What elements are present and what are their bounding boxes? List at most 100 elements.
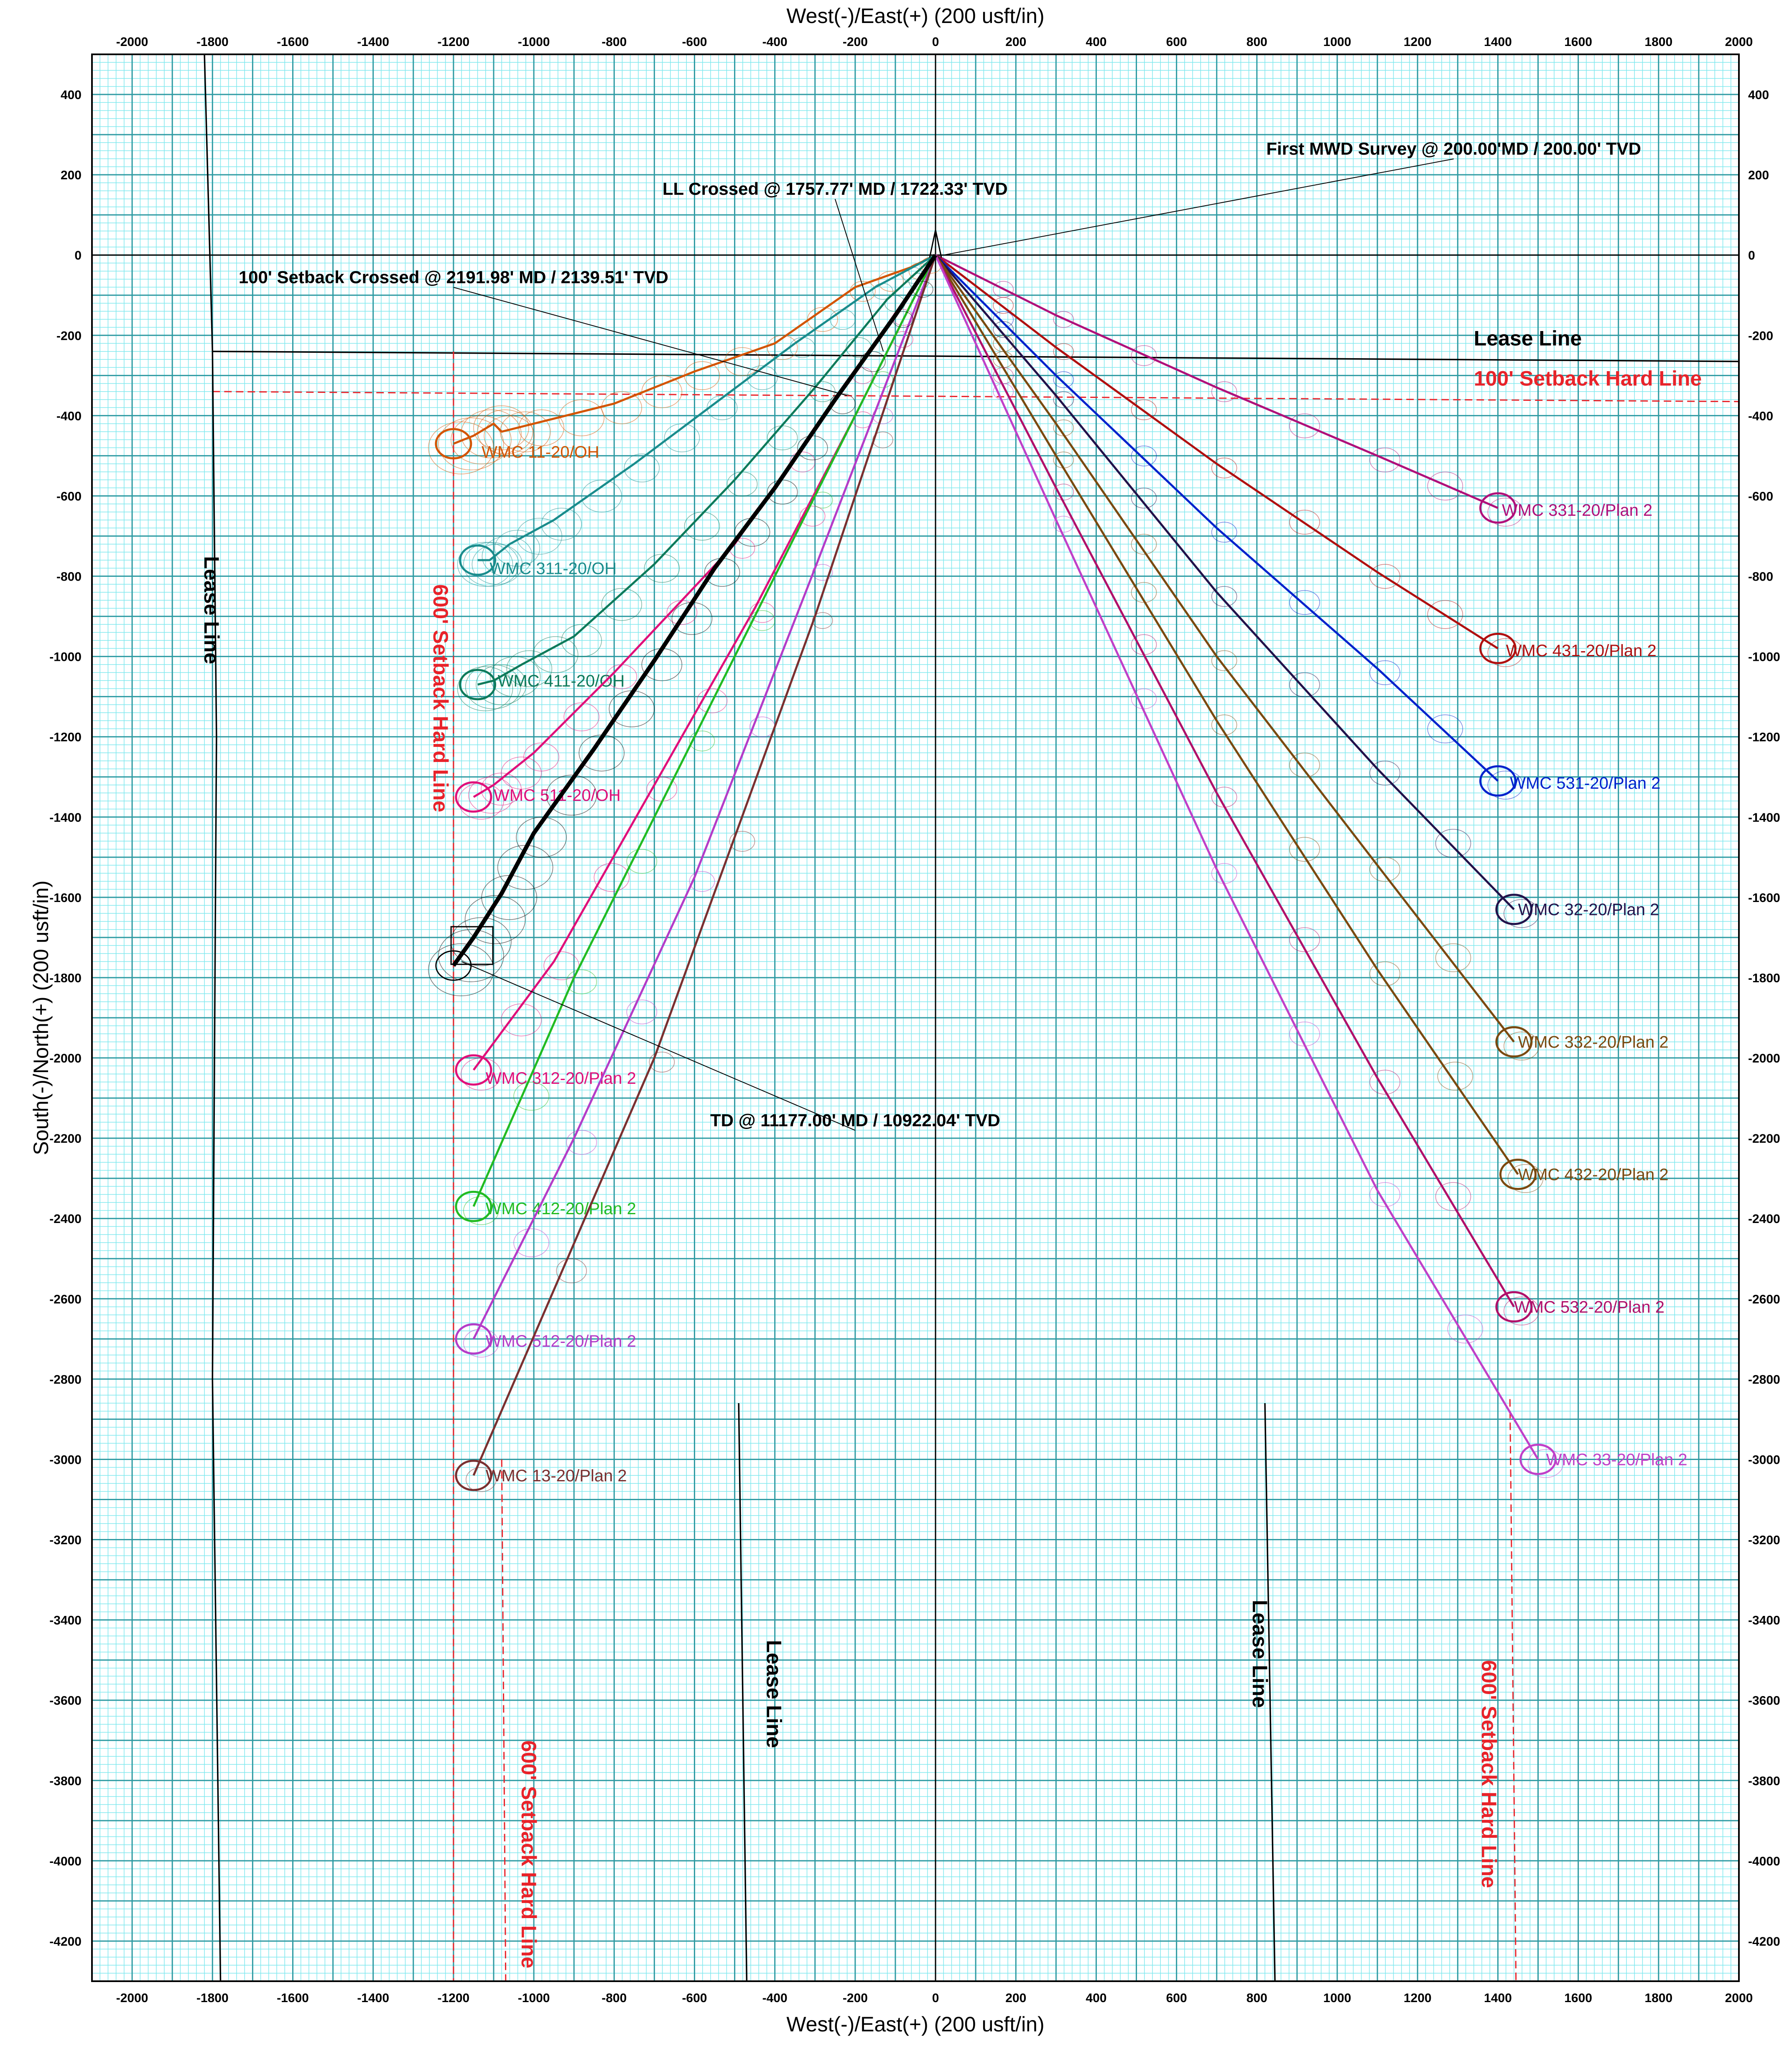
uncertainty-ellipse xyxy=(601,391,642,424)
uncertainty-ellipse xyxy=(463,1196,499,1225)
x-tick-label-top: -1200 xyxy=(438,35,470,49)
uncertainty-ellipse xyxy=(1053,311,1074,328)
uncertainty-ellipse xyxy=(704,558,740,587)
y-tick-label-left: -1000 xyxy=(49,650,82,664)
reference-lines: Lease Line 100' Setback Hard Line Lease Li… xyxy=(200,54,1739,1982)
x-tick-label-top: 0 xyxy=(932,35,939,49)
uncertainty-ellipse xyxy=(689,730,715,752)
uncertainty-ellipse xyxy=(1053,451,1074,469)
x-tick-label-top: -1600 xyxy=(277,35,309,49)
x-tick-label-top: -2000 xyxy=(116,35,148,49)
y-tick-label-right: -200 xyxy=(1748,329,1773,343)
uncertainty-ellipse xyxy=(468,777,514,814)
end-of-well-ellipse xyxy=(435,428,472,460)
y-tick-label-right: -3600 xyxy=(1748,1694,1780,1708)
uncertainty-ellipse xyxy=(644,554,680,583)
uncertainty-ellipse xyxy=(1131,688,1157,709)
uncertainty-ellipse xyxy=(789,451,816,472)
uncertainty-ellipse xyxy=(1487,497,1524,527)
y-tick-label-left: -1600 xyxy=(49,891,82,905)
y-tick-label-left: -4200 xyxy=(49,1935,82,1949)
well-path-line xyxy=(935,254,1515,1043)
uncertainty-ellipse xyxy=(476,664,527,705)
y-tick-label-right: -1200 xyxy=(1748,731,1780,744)
uncertainty-ellipse xyxy=(1504,899,1540,928)
annotation-text: 100' Setback Crossed @ 2191.98' MD / 213… xyxy=(239,267,668,287)
well-path-line xyxy=(477,254,936,686)
x-tick-label-bottom: 600 xyxy=(1166,1991,1187,2005)
reference-line xyxy=(1509,1399,1517,1982)
uncertainty-ellipse xyxy=(516,817,567,858)
reference-line-label: Lease Line xyxy=(200,556,223,664)
y-tick-label-right: -1800 xyxy=(1748,971,1780,985)
end-of-well-ellipse xyxy=(455,1460,492,1491)
uncertainty-ellipse xyxy=(457,666,513,711)
uncertainty-ellipse xyxy=(579,734,625,772)
uncertainty-ellipse xyxy=(993,311,1014,328)
y-tick-label-right: 400 xyxy=(1748,88,1769,102)
uncertainty-ellipse xyxy=(767,479,798,504)
uncertainty-ellipse xyxy=(993,383,1014,400)
uncertainty-ellipse xyxy=(513,1228,549,1257)
x-tick-label-top: -1800 xyxy=(196,35,229,49)
rig-icon xyxy=(929,229,942,258)
y-tick-label-right: -3000 xyxy=(1748,1453,1780,1467)
x-tick-label-bottom: -1200 xyxy=(438,1991,470,2005)
x-tick-label-top: -800 xyxy=(602,35,627,49)
uncertainty-ellipse xyxy=(484,415,535,456)
x-tick-label-bottom: 1800 xyxy=(1644,1991,1672,2005)
uncertainty-ellipse xyxy=(516,517,563,555)
uncertainty-ellipse xyxy=(641,375,683,408)
uncertainty-ellipse xyxy=(734,517,770,547)
y-tick-label-left: -1400 xyxy=(49,811,82,825)
tick-labels: -2000-2000-1800-1800-1600-1600-1400-1400… xyxy=(49,35,1780,2005)
x-tick-label-bottom: 1600 xyxy=(1564,1991,1592,2005)
uncertainty-ellipse xyxy=(518,409,564,446)
y-tick-label-right: 0 xyxy=(1748,249,1755,262)
uncertainty-ellipse xyxy=(689,871,715,892)
uncertainty-ellipse xyxy=(1211,787,1237,808)
y-tick-label-left: -200 xyxy=(56,329,82,343)
uncertainty-ellipse xyxy=(726,471,758,497)
uncertainty-ellipse xyxy=(850,281,876,302)
well-label: WMC 33-20/Plan 2 xyxy=(1546,1450,1687,1469)
reference-line xyxy=(1264,1403,1276,1982)
annotation-text: First MWD Survey @ 200.00'MD / 200.00' T… xyxy=(1266,139,1641,158)
well-label: WMC 532-20/Plan 2 xyxy=(1514,1298,1665,1317)
uncertainty-ellipse xyxy=(489,656,541,697)
uncertainty-ellipse xyxy=(481,875,537,920)
td-marker-box xyxy=(450,926,494,965)
well-label: WMC 11-20/OH xyxy=(482,443,599,461)
end-of-well-ellipse xyxy=(1479,492,1517,524)
y-tick-label-left: -600 xyxy=(56,489,82,503)
uncertainty-ellipse xyxy=(892,311,913,328)
uncertainty-ellipse xyxy=(546,775,597,816)
x-tick-label-bottom: -2000 xyxy=(116,1991,148,2005)
uncertainty-ellipse xyxy=(1427,600,1463,629)
uncertainty-ellipse xyxy=(624,454,660,482)
well-label: WMC 13-20/Plan 2 xyxy=(486,1467,627,1485)
uncertainty-ellipse xyxy=(641,648,683,681)
y-tick-label-right: -1000 xyxy=(1748,650,1780,664)
plot-frame xyxy=(91,54,1740,1982)
uncertainty-ellipse xyxy=(1053,484,1074,501)
well-paths: WMC 11-20/OH WMC 311-20/OH WMC 411-20/OH WM… xyxy=(428,229,1687,1492)
uncertainty-ellipse xyxy=(1369,1070,1400,1095)
x-tick-label-top: -400 xyxy=(762,35,788,49)
reference-line xyxy=(212,391,1739,403)
uncertainty-ellipse xyxy=(466,1467,497,1492)
x-tick-label-bottom: -400 xyxy=(762,1991,788,2005)
uncertainty-ellipse xyxy=(1527,1449,1564,1478)
uncertainty-ellipse xyxy=(428,421,494,474)
end-of-well-ellipse xyxy=(455,1190,492,1222)
uncertainty-ellipse xyxy=(1289,752,1320,777)
uncertainty-ellipse xyxy=(807,307,838,332)
uncertainty-ellipse xyxy=(609,690,655,727)
x-tick-label-bottom: -600 xyxy=(682,1991,707,2005)
uncertainty-ellipse xyxy=(1053,516,1074,533)
uncertainty-ellipse xyxy=(513,1082,549,1111)
y-tick-label-left: -1800 xyxy=(49,971,82,985)
uncertainty-ellipse xyxy=(812,492,833,509)
uncertainty-ellipse xyxy=(461,1057,502,1091)
y-tick-label-right: -3800 xyxy=(1748,1774,1780,1788)
